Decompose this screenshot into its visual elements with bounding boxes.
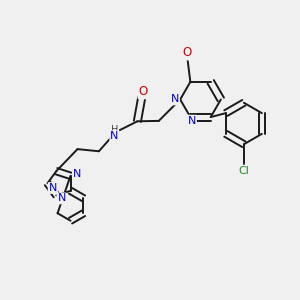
- Text: N: N: [49, 183, 57, 193]
- Text: N: N: [188, 116, 196, 126]
- Text: N: N: [73, 169, 81, 179]
- Text: O: O: [139, 85, 148, 98]
- Text: N: N: [110, 131, 119, 141]
- Text: N: N: [171, 94, 179, 104]
- Text: H: H: [111, 124, 118, 135]
- Text: Cl: Cl: [238, 166, 249, 176]
- Text: O: O: [183, 46, 192, 59]
- Text: N: N: [57, 194, 66, 203]
